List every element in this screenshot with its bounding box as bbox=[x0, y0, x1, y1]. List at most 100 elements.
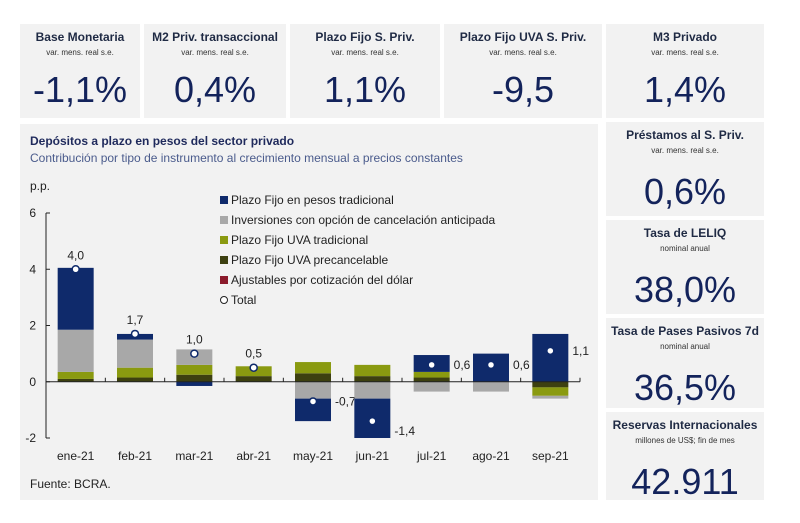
x-tick-label: ene-21 bbox=[57, 449, 95, 463]
x-tick-label: abr-21 bbox=[236, 449, 271, 463]
total-marker bbox=[546, 346, 555, 356]
legend-label: Plazo Fijo UVA precancelable bbox=[231, 253, 389, 267]
bar-segment bbox=[57, 267, 94, 330]
y-axis-label: p.p. bbox=[30, 179, 50, 193]
x-tick-label: feb-21 bbox=[118, 449, 152, 463]
legend-swatch bbox=[220, 256, 228, 264]
card-title: Tasa de Pases Pasivos 7d bbox=[611, 324, 759, 338]
y-tick-label: 2 bbox=[29, 319, 36, 333]
card-title: Base Monetaria bbox=[35, 30, 125, 44]
total-marker bbox=[308, 397, 318, 406]
indicator-card: Tasa de LELIQ nominal anual 38,0% bbox=[606, 220, 764, 314]
y-tick-label: -2 bbox=[25, 431, 36, 445]
total-label: 1,7 bbox=[127, 313, 144, 327]
chart-subtitle: Contribución por tipo de instrumento al … bbox=[30, 151, 463, 165]
bar-segment bbox=[413, 377, 450, 382]
bar-segment bbox=[57, 329, 94, 372]
card-subtitle: var. mens. real s.e. bbox=[331, 48, 399, 57]
total-marker bbox=[130, 329, 140, 339]
bar-segment bbox=[117, 377, 153, 382]
legend-label: Plazo Fijo UVA tradicional bbox=[231, 233, 368, 247]
legend-label: Inversiones con opción de cancelación an… bbox=[231, 213, 496, 227]
total-marker bbox=[368, 416, 377, 426]
indicator-card: Base Monetaria var. mens. real s.e. -1,1% bbox=[20, 24, 140, 118]
bar-segment bbox=[532, 333, 569, 382]
total-marker bbox=[71, 265, 80, 274]
source-note: Fuente: BCRA. bbox=[30, 477, 111, 491]
card-subtitle: millones de US$; fin de mes bbox=[635, 436, 735, 445]
x-tick-label: jul-21 bbox=[416, 449, 447, 463]
card-subtitle: var. mens. real s.e. bbox=[46, 48, 114, 57]
card-title: Reservas Internacionales bbox=[612, 418, 758, 432]
legend-label: Plazo Fijo en pesos tradicional bbox=[231, 193, 394, 207]
indicator-card: Plazo Fijo S. Priv. var. mens. real s.e. 1… bbox=[290, 24, 440, 118]
indicator-card: Plazo Fijo UVA S. Priv. var. mens. real s… bbox=[444, 24, 602, 118]
bar-segment bbox=[295, 381, 331, 399]
bar-segment bbox=[354, 376, 391, 382]
legend-swatch bbox=[220, 216, 228, 224]
legend-swatch bbox=[220, 276, 228, 284]
total-marker bbox=[486, 360, 496, 370]
x-tick-label: ago-21 bbox=[472, 449, 510, 463]
total-label: 0,6 bbox=[454, 358, 471, 372]
card-value: 0,6% bbox=[643, 171, 727, 212]
bar-segment bbox=[413, 371, 450, 378]
chart-title: Depósitos a plazo en pesos del sector pr… bbox=[30, 134, 295, 148]
card-value: 36,5% bbox=[633, 367, 737, 408]
indicator-card: M2 Priv. transaccional var. mens. real s.… bbox=[144, 24, 286, 118]
total-marker bbox=[427, 360, 436, 370]
bar-segment bbox=[235, 376, 272, 382]
card-value: 1,4% bbox=[643, 69, 727, 110]
card-title: Plazo Fijo UVA S. Priv. bbox=[459, 30, 587, 44]
card-value: 38,0% bbox=[633, 269, 737, 310]
indicator-card: Préstamos al S. Priv. var. mens. real s.e… bbox=[606, 122, 764, 216]
card-subtitle: var. mens. real s.e. bbox=[651, 146, 719, 155]
x-tick-label: mar-21 bbox=[175, 449, 213, 463]
indicator-card: Tasa de Pases Pasivos 7d nominal anual 36,… bbox=[606, 318, 764, 408]
card-subtitle: var. mens. real s.e. bbox=[489, 48, 557, 57]
card-value: -9,5 bbox=[491, 69, 555, 110]
bar-segment bbox=[532, 395, 569, 399]
indicator-card: M3 Privado var. mens. real s.e. 1,4% bbox=[606, 24, 764, 118]
legend-swatch bbox=[220, 236, 228, 244]
bar-segment bbox=[532, 387, 569, 396]
total-marker bbox=[190, 349, 199, 358]
bar-segment bbox=[295, 362, 331, 374]
bar-segment bbox=[295, 398, 331, 422]
card-title: M2 Priv. transaccional bbox=[152, 30, 278, 44]
bar-segment bbox=[57, 378, 94, 382]
bar-segment bbox=[176, 381, 213, 386]
bar-segment bbox=[532, 381, 569, 388]
card-value: 42.911 bbox=[631, 461, 739, 502]
total-marker bbox=[249, 363, 258, 372]
bar-segment bbox=[354, 364, 391, 377]
bar-segment bbox=[57, 371, 94, 379]
card-subtitle: var. mens. real s.e. bbox=[181, 48, 249, 57]
card-title: Préstamos al S. Priv. bbox=[626, 128, 744, 142]
card-subtitle: nominal anual bbox=[660, 244, 710, 253]
card-title: Plazo Fijo S. Priv. bbox=[315, 30, 415, 44]
x-tick-label: sep-21 bbox=[532, 449, 569, 463]
bar-segment bbox=[117, 339, 153, 368]
bar-segment bbox=[354, 381, 391, 399]
card-value: -1,1% bbox=[32, 69, 128, 110]
total-label: 4,0 bbox=[67, 248, 84, 262]
card-value: 0,4% bbox=[173, 69, 257, 110]
y-tick-label: 4 bbox=[29, 262, 36, 276]
bar-segment bbox=[176, 364, 213, 375]
total-label: 1,1 bbox=[572, 344, 589, 358]
y-tick-label: 0 bbox=[29, 375, 36, 389]
chart-panel: Depósitos a plazo en pesos del sector pr… bbox=[20, 124, 598, 500]
x-tick-label: may-21 bbox=[293, 449, 333, 463]
card-title: M3 Privado bbox=[652, 30, 718, 44]
card-value: 1,1% bbox=[323, 69, 407, 110]
chart: p.p. 6 4 2 0 -2 ene-21 4,0 feb-21 1,7 mar-21 1,0 abr… bbox=[25, 179, 589, 463]
legend-total-marker bbox=[220, 296, 228, 304]
legend-swatch bbox=[220, 196, 228, 204]
card-title: Tasa de LELIQ bbox=[643, 226, 727, 240]
card-subtitle: nominal anual bbox=[660, 342, 710, 351]
total-label: -1,4 bbox=[394, 424, 415, 438]
y-tick-label: 6 bbox=[29, 206, 36, 220]
total-label: -0,7 bbox=[335, 394, 356, 408]
bar-segment bbox=[473, 381, 509, 392]
